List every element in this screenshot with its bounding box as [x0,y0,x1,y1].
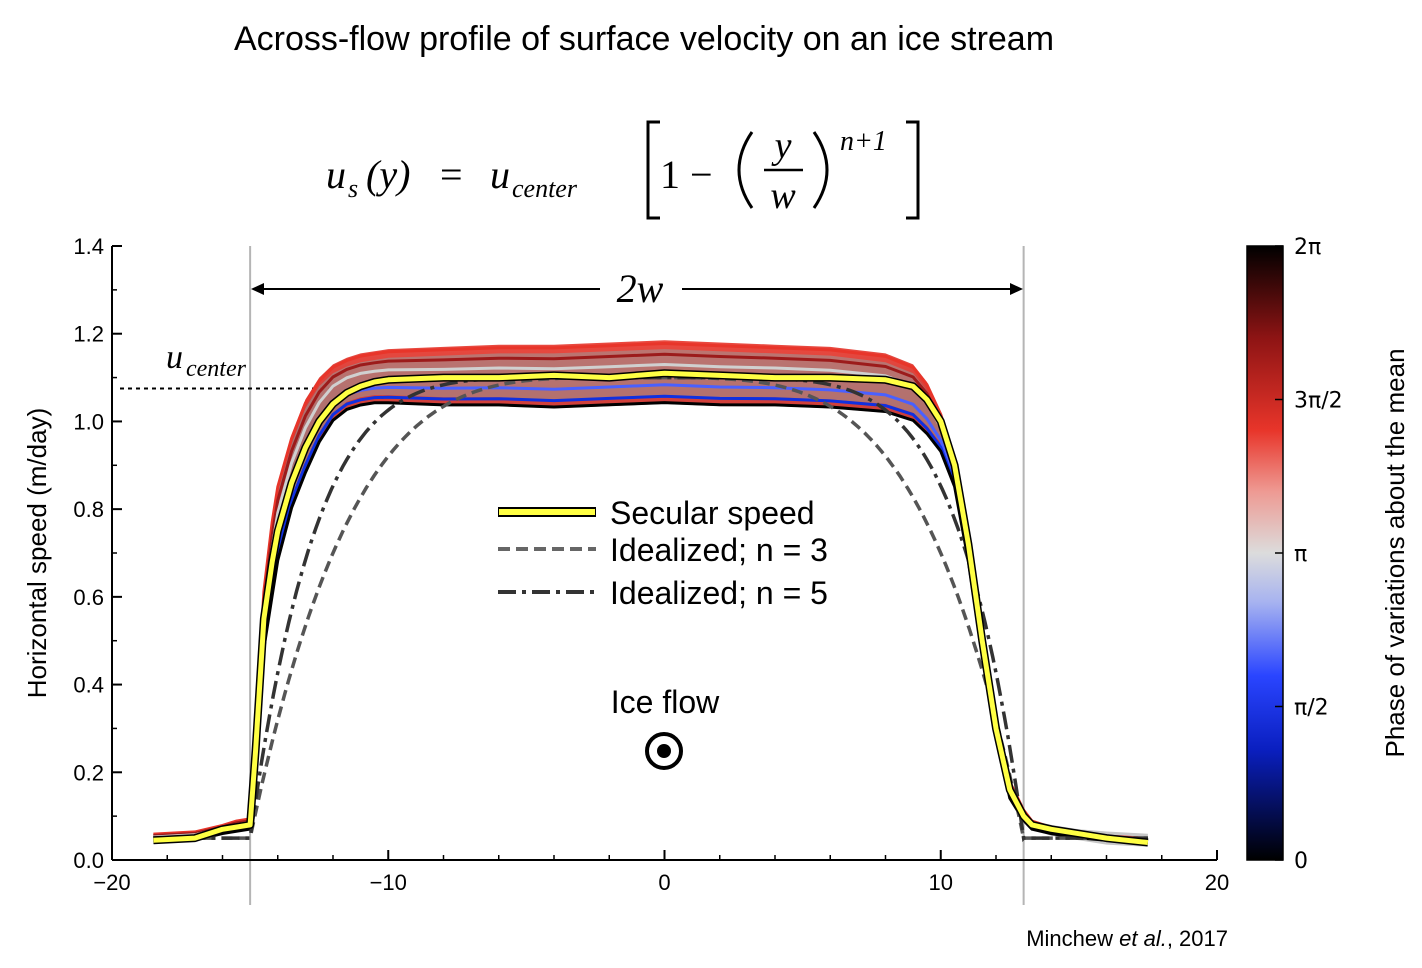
y-ticks: 0.0 0.2 0.4 0.6 0.8 1.0 1.2 1.4 [73,234,122,873]
left-paren [737,131,754,209]
width-annotation: 2w [251,266,1023,311]
ucenter-sub: center [186,356,247,382]
x-tick-label: −20 [93,870,130,895]
right-bracket [906,120,920,220]
eq-lhs-arg: (y) [366,152,410,197]
out-of-page-dot-icon [657,744,671,758]
idealized-n3-line [153,375,1148,845]
colorbar-tick-label: 3π/2 [1294,389,1343,414]
x-tick-label: 0 [658,870,670,895]
right-paren [812,131,829,209]
eq-rhs-u: u [490,152,510,197]
x-tick-label: 20 [1205,870,1229,895]
plot-area [120,246,1149,905]
out-of-page-icon [645,732,683,770]
legend: Secular speed Idealized; n = 3 Idealized… [498,495,828,611]
legend-label-secular: Secular speed [610,495,815,531]
legend-item-secular: Secular speed [498,495,815,531]
legend-item-n3: Idealized; n = 3 [498,532,828,568]
legend-label-n5: Idealized; n = 5 [610,575,828,611]
eq-rhs-sub: center [512,174,578,203]
colorbar-tick-label: 0 [1294,849,1308,874]
legend-label-n3: Idealized; n = 3 [610,532,828,568]
colorbar-label: Phase of variations about the mean [1380,348,1410,757]
eq-frac-num: y [771,125,792,167]
width-arrowhead-right [1010,283,1023,295]
eq-exponent: n+1 [840,126,887,157]
y-axis-label: Horizontal speed (m/day) [22,408,52,698]
eq-frac-den: w [770,175,796,217]
x-tick-label: −10 [370,870,407,895]
y-tick-label: 0.4 [73,673,104,698]
colorbar: 0 π/2 π 3π/2 2π Phase of variations about th… [1246,235,1410,874]
left-bracket [646,120,660,220]
colorbar-tick-label: π [1294,542,1307,567]
credit-etal: et al. [1119,926,1167,951]
y-tick-label: 0.8 [73,497,104,522]
y-tick-label: 1.0 [73,409,104,434]
y-tick-label: 0.6 [73,585,104,610]
chart-title: Across-flow profile of surface velocity … [234,20,1054,58]
eq-equals: = [440,152,463,197]
ice-flow-label: Ice flow [611,684,720,720]
eq-lhs-sub: s [348,174,358,203]
y-tick-label: 0.2 [73,760,104,785]
ucenter-label: u [166,339,183,376]
x-tick-label: 10 [929,870,953,895]
credit-name: Minchew [1026,926,1119,951]
legend-item-n5: Idealized; n = 5 [498,575,828,611]
colorbar-ticks: 0 π/2 π 3π/2 2π [1275,235,1343,874]
secular-speed-line [153,370,1149,845]
ice-flow-annotation: Ice flow [611,684,720,770]
x-ticks: −20 −10 0 10 20 [93,850,1229,895]
y-tick-label: 0.0 [73,848,104,873]
eq-one-minus: 1 − [660,152,713,197]
credit: Minchew et al., 2017 [1026,926,1228,951]
credit-year: , 2017 [1167,926,1228,951]
equation: u s (y) = u center 1 − y w n+1 [326,120,920,220]
y-tick-label: 1.4 [73,234,104,259]
width-label: 2w [617,266,664,311]
width-arrowhead-left [251,283,264,295]
ucenter-annotation: u center [166,339,247,382]
colorbar-tick-label: π/2 [1294,696,1329,721]
y-tick-label: 1.2 [73,322,104,347]
eq-lhs: u [326,152,346,197]
colorbar-tick-label: 2π [1294,235,1321,260]
